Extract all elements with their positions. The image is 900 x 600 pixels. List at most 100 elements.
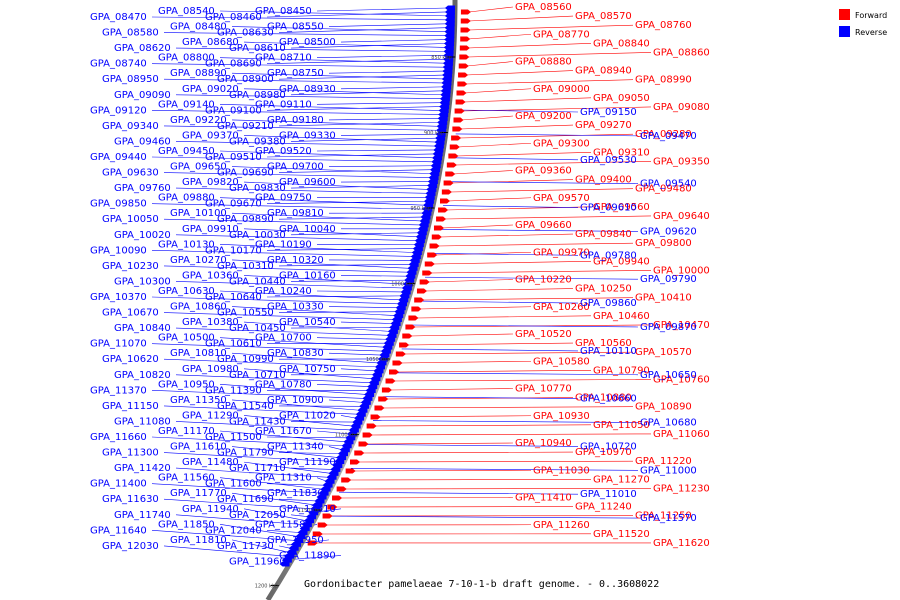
reverse-gene-label: GPA_11790 bbox=[217, 448, 274, 459]
reverse-gene-arrow bbox=[306, 514, 317, 520]
reverse-gene-label: GPA_11640 bbox=[90, 525, 147, 536]
reverse-gene-arrow bbox=[437, 119, 448, 125]
forward-gene-arrow bbox=[424, 261, 435, 267]
reverse-gene-arrow bbox=[391, 317, 402, 323]
reverse-gene-arrow bbox=[330, 466, 341, 472]
forward-gene-label: GPA_08940 bbox=[575, 66, 632, 77]
reverse-connector bbox=[151, 436, 344, 447]
reverse-gene-arrow bbox=[347, 431, 358, 437]
reverse-gene-label: GPA_10620 bbox=[102, 354, 159, 365]
forward-gene-arrow bbox=[460, 18, 471, 24]
reverse-gene-label: GPA_10130 bbox=[158, 239, 215, 250]
reverse-connector bbox=[316, 337, 388, 340]
reverse-gene-arrow bbox=[368, 380, 379, 386]
reverse-gene-label: GPA_11770 bbox=[170, 488, 227, 499]
forward-connector bbox=[374, 424, 592, 427]
reverse-gene-label: GPA_08890 bbox=[170, 68, 227, 79]
reverse-connector bbox=[290, 43, 447, 49]
forward-gene-label: GPA_11620 bbox=[653, 538, 710, 549]
reverse-connector bbox=[219, 477, 323, 490]
forward-gene-arrow bbox=[453, 117, 464, 123]
reverse-gene-label: GPA_11710 bbox=[229, 463, 286, 474]
reverse-gene-label: GPA_09180 bbox=[267, 115, 324, 126]
reverse-gene-arrow bbox=[444, 33, 455, 39]
reverse-gene-arrow bbox=[371, 372, 382, 378]
reverse-connector bbox=[175, 467, 329, 478]
reverse-gene-arrow bbox=[279, 561, 290, 567]
reverse-gene-arrow bbox=[373, 368, 384, 374]
reverse-gene-label: GPA_08690 bbox=[205, 59, 262, 70]
reverse-gene-label: GPA_09650 bbox=[170, 162, 227, 173]
reverse-gene-arrow bbox=[444, 37, 455, 43]
forward-gene-arrow bbox=[429, 243, 440, 249]
reverse-connector bbox=[231, 72, 444, 80]
forward-gene-label: GPA_08570 bbox=[575, 11, 632, 22]
reverse-gene-arrow bbox=[442, 60, 453, 66]
forward-gene-arrow bbox=[449, 144, 460, 150]
reverse-gene-label: GPA_08500 bbox=[279, 37, 336, 48]
reverse-gene-label: GPA_11480 bbox=[182, 457, 239, 468]
forward-connector bbox=[393, 379, 652, 382]
reverse-gene-arrow bbox=[316, 494, 327, 500]
reverse-gene-label: GPA_09690 bbox=[217, 168, 274, 179]
reverse-gene-label: GPA_11310 bbox=[255, 473, 312, 484]
forward-gene-label: GPA_08860 bbox=[653, 47, 710, 58]
forward-connector bbox=[454, 161, 652, 166]
reverse-gene-arrow bbox=[441, 80, 452, 86]
reverse-gene-label: GPA_11940 bbox=[182, 504, 239, 515]
reverse-gene-arrow bbox=[434, 139, 445, 145]
connector-lines bbox=[151, 6, 652, 565]
forward-gene-arrow bbox=[459, 45, 470, 51]
reverse-gene-arrow bbox=[357, 407, 368, 413]
reverse-connector bbox=[316, 290, 403, 293]
reverse-gene-label: GPA_10750 bbox=[279, 364, 336, 375]
forward-gene-arrow bbox=[354, 450, 365, 456]
reverse-gene-label: GPA_10100 bbox=[170, 208, 227, 219]
forward-gene-arrow bbox=[411, 306, 422, 312]
reverse-gene-arrow bbox=[417, 226, 428, 232]
reverse-right-connector bbox=[447, 181, 639, 184]
reverse-connector bbox=[278, 27, 447, 33]
reverse-gene-arrow bbox=[443, 48, 454, 54]
forward-connector bbox=[444, 215, 652, 220]
reverse-gene-label: GPA_11370 bbox=[90, 385, 147, 396]
forward-gene-label: GPA_09000 bbox=[533, 84, 590, 95]
reverse-connector bbox=[278, 311, 397, 313]
reverse-gene-label: GPA_11070 bbox=[90, 339, 147, 350]
reverse-connector bbox=[290, 90, 443, 96]
reverse-gene-arrow bbox=[416, 230, 427, 236]
forward-gene-arrow bbox=[419, 279, 430, 285]
reverse-gene-label: GPA_10830 bbox=[267, 348, 324, 359]
forward-connector bbox=[424, 288, 574, 292]
scale-tick-label: 1050 kbp bbox=[366, 357, 390, 363]
forward-gene-label: GPA_09940 bbox=[593, 256, 650, 267]
reverse-gene-label: GPA_10040 bbox=[279, 224, 336, 235]
reverse-gene-arrow bbox=[336, 455, 347, 461]
gene-features bbox=[279, 5, 471, 567]
forward-connector bbox=[410, 333, 514, 337]
reverse-connector bbox=[219, 10, 447, 17]
forward-gene-arrow bbox=[389, 369, 400, 375]
reverse-gene-label: GPA_09220 bbox=[170, 115, 227, 126]
reverse-gene-label: GPA_09370 bbox=[182, 130, 239, 141]
reverse-right-connector bbox=[410, 324, 639, 328]
reverse-gene-arrow bbox=[413, 242, 424, 248]
reverse-gene-label: GPA_09140 bbox=[158, 99, 215, 110]
reverse-gene-arrow bbox=[427, 182, 438, 188]
forward-gene-label: GPA_10770 bbox=[515, 384, 572, 395]
reverse-gene-arrow bbox=[441, 84, 452, 90]
reverse-gene-arrow bbox=[432, 151, 443, 157]
reverse-gene-arrow bbox=[322, 482, 333, 488]
reverse-connector bbox=[219, 430, 346, 443]
forward-gene-arrow bbox=[445, 171, 456, 177]
forward-connector bbox=[447, 197, 532, 202]
reverse-gene-label: GPA_11340 bbox=[267, 442, 324, 453]
reverse-gene-label: GPA_08450 bbox=[255, 6, 312, 17]
forward-connector bbox=[362, 451, 574, 454]
reverse-gene-label: GPA_11560 bbox=[158, 473, 215, 484]
reverse-gene-arrow bbox=[439, 104, 450, 110]
reverse-gene-arrow bbox=[426, 186, 437, 192]
reverse-gene-label: GPA_11400 bbox=[90, 479, 147, 490]
reverse-connector bbox=[231, 119, 439, 127]
